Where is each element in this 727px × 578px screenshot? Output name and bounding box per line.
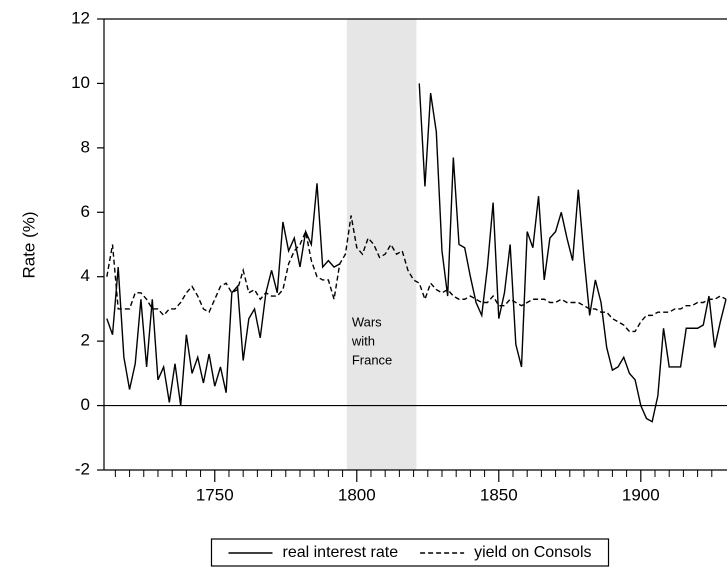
- y-tick-label: 2: [81, 331, 90, 350]
- legend-box: [210, 538, 610, 567]
- series-line: [106, 83, 727, 423]
- region-label: with: [351, 333, 375, 348]
- y-tick-label: 0: [81, 395, 90, 414]
- x-tick-label: 1750: [196, 485, 234, 504]
- y-axis-label: Rate (%): [19, 211, 38, 278]
- region-label: Wars: [352, 314, 382, 329]
- legend: real interest rate yield on Consols: [210, 538, 610, 567]
- x-tick-label: 1850: [480, 485, 518, 504]
- region-label: France: [352, 352, 392, 367]
- y-tick-label: 12: [71, 8, 90, 27]
- y-tick-label: 10: [71, 73, 90, 92]
- legend-label: yield on Consols: [474, 544, 591, 561]
- x-tick-label: 1800: [338, 485, 376, 504]
- y-tick-label: 4: [81, 266, 90, 285]
- y-tick-label: 6: [81, 202, 90, 221]
- y-tick-label: 8: [81, 137, 90, 156]
- shaded-region: [346, 19, 417, 470]
- x-tick-label: 1900: [622, 485, 660, 504]
- legend-label: real interest rate: [282, 544, 398, 561]
- series-line: [106, 215, 727, 333]
- y-tick-label: -2: [75, 459, 90, 478]
